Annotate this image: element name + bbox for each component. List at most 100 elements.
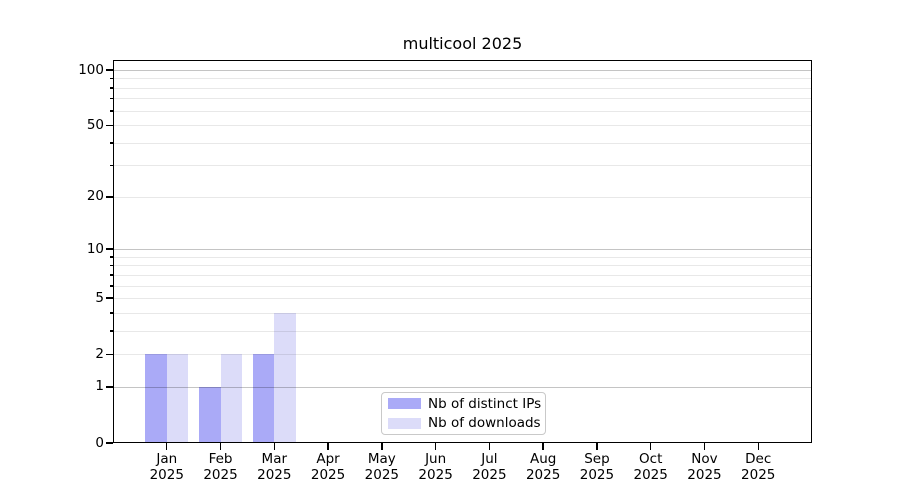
gridline-minor: [114, 87, 811, 89]
x-tick-label-year: 2025: [687, 466, 722, 483]
x-tick-label: Dec 2025: [730, 451, 786, 483]
x-tick-label-month: May: [367, 451, 396, 467]
y-tick-label: 100: [78, 61, 104, 78]
y-minor-tick-mark: [109, 87, 113, 89]
y-tick-mark: [106, 386, 113, 388]
y-minor-tick-mark: [109, 164, 113, 167]
x-tick-label: Oct 2025: [623, 451, 679, 483]
x-tick-mark: [703, 443, 706, 450]
bar-distinct-ips: [199, 386, 221, 443]
y-minor-tick-mark: [109, 110, 113, 112]
x-tick-mark: [273, 443, 275, 450]
y-tick-mark: [106, 297, 113, 299]
x-tick-mark: [327, 443, 329, 450]
x-tick-label-year: 2025: [472, 466, 507, 483]
gridline-major: [114, 249, 811, 251]
x-tick-mark: [757, 443, 759, 450]
x-tick-label-month: Apr: [316, 451, 340, 467]
x-tick-label-year: 2025: [257, 466, 292, 483]
legend-label-downloads: Nb of downloads: [428, 415, 541, 431]
gridline-minor: [114, 78, 811, 80]
x-tick-mark: [488, 443, 491, 450]
x-tick-label-year: 2025: [525, 466, 561, 483]
gridline-minor: [114, 110, 811, 112]
x-tick-label-month: Aug: [529, 451, 557, 467]
bar-distinct-ips: [252, 354, 275, 443]
legend-swatch-downloads: [388, 417, 421, 429]
y-tick-mark: [106, 124, 113, 126]
x-tick-mark: [166, 443, 168, 450]
gridline-minor: [114, 274, 811, 276]
x-tick-mark: [381, 443, 383, 450]
y-tick-mark: [106, 353, 113, 355]
legend-label-distinct-ips: Nb of distinct IPs: [428, 395, 542, 412]
gridline-major: [114, 70, 811, 71]
y-tick-mark: [106, 196, 113, 198]
y-tick-label: 5: [95, 289, 104, 306]
gridline-major: [114, 386, 811, 388]
x-tick-label-year: 2025: [310, 466, 346, 483]
y-minor-tick-mark: [109, 330, 113, 332]
x-tick-label-year: 2025: [741, 466, 776, 483]
legend-swatch-distinct-ips: [388, 398, 421, 410]
x-tick-label-month: Feb: [208, 451, 233, 467]
y-minor-tick-mark: [109, 312, 113, 314]
gridline-minor: [114, 165, 811, 167]
x-tick-label-month: Mar: [261, 451, 288, 467]
legend: Nb of distinct IPs Nb of downloads: [381, 392, 546, 435]
x-tick-label: Jan 2025: [139, 451, 195, 483]
gridline-minor: [114, 125, 811, 127]
y-tick-label: 1: [95, 378, 104, 395]
x-tick-label-year: 2025: [203, 466, 238, 483]
x-tick-label: Nov 2025: [676, 451, 732, 483]
gridline-minor: [114, 142, 811, 144]
x-tick-label: Feb 2025: [193, 451, 249, 483]
legend-item-distinct-ips: Nb of distinct IPs: [388, 395, 542, 412]
gridline-minor: [114, 98, 811, 100]
y-minor-tick-mark: [109, 264, 113, 267]
x-tick-label-year: 2025: [364, 466, 400, 483]
gridline-minor: [114, 285, 811, 287]
plot-area-border: [113, 60, 812, 443]
gridline-minor: [114, 354, 811, 356]
x-tick-label-month: Sep: [584, 451, 610, 467]
y-minor-tick-mark: [109, 256, 113, 258]
y-minor-tick-mark: [109, 77, 113, 80]
x-tick-label-year: 2025: [418, 466, 453, 483]
x-tick-label-month: Jun: [425, 451, 447, 467]
x-tick-label: Jul 2025: [461, 451, 517, 483]
x-tick-label-month: Jan: [156, 451, 178, 467]
x-tick-mark: [219, 443, 222, 450]
bar-distinct-ips: [145, 354, 167, 443]
y-tick-mark: [106, 442, 113, 444]
x-tick-label: Apr 2025: [300, 451, 356, 483]
gridline-minor: [114, 330, 811, 332]
bar-downloads: [274, 312, 296, 443]
y-tick-label: 2: [95, 345, 104, 362]
y-tick-label: 20: [86, 188, 104, 205]
x-tick-mark: [596, 443, 598, 450]
y-minor-tick-mark: [109, 97, 113, 100]
y-minor-tick-mark: [109, 285, 113, 287]
x-tick-label-month: Oct: [639, 451, 663, 467]
x-tick-label: Jun 2025: [408, 451, 464, 483]
y-minor-tick-mark: [109, 274, 113, 276]
x-tick-label: Mar 2025: [246, 451, 302, 483]
gridline-minor: [114, 312, 811, 314]
gridline-minor: [114, 256, 811, 258]
bar-downloads: [220, 354, 243, 443]
x-tick-label-year: 2025: [633, 466, 668, 483]
x-tick-label-year: 2025: [149, 466, 184, 483]
y-tick-label: 0: [95, 434, 104, 451]
gridline-minor: [114, 298, 811, 300]
y-minor-tick-mark: [109, 142, 113, 144]
y-tick-mark: [106, 69, 113, 71]
legend-item-downloads: Nb of downloads: [388, 415, 541, 431]
x-tick-label-month: Dec: [745, 451, 772, 467]
gridline-minor: [114, 265, 811, 267]
bar-downloads: [166, 354, 189, 443]
y-tick-mark: [106, 248, 113, 250]
x-tick-label-month: Jul: [481, 451, 498, 467]
x-tick-label: May 2025: [354, 451, 410, 483]
